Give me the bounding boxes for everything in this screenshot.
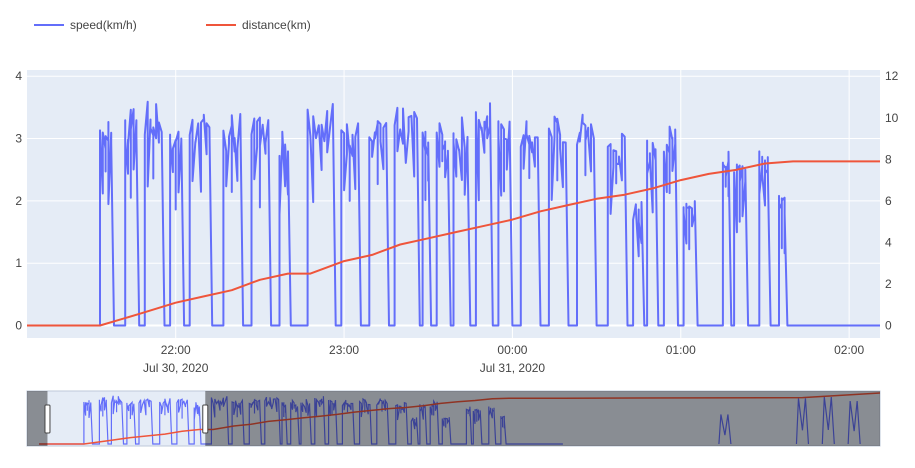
range-slider-mask-left	[27, 391, 48, 446]
y-right-tick-label: 6	[885, 194, 892, 208]
y-right-tick-label: 2	[885, 277, 892, 291]
y-left-tick-label: 2	[15, 194, 22, 208]
legend[interactable]: speed(km/h) distance(km)	[34, 18, 311, 32]
range-slider-speed-burst	[847, 400, 861, 445]
x-tick-sublabel: Jul 30, 2020	[143, 361, 209, 375]
range-slider-distance-line	[39, 392, 881, 445]
range-slider-handle-right[interactable]	[202, 404, 209, 434]
axis-ticks: 22:00 Jul 30, 2020 23:00 00:00 Jul 31, 2020 0…	[15, 69, 898, 375]
x-tick-label: 02:00	[834, 343, 864, 357]
x-tick-sublabel: Jul 31, 2020	[480, 361, 546, 375]
range-slider-speed-burst	[821, 396, 835, 445]
range-slider-speed-burst	[718, 414, 732, 445]
legend-label: speed(km/h)	[70, 18, 137, 32]
chart-marks	[27, 100, 880, 327]
y-right-tick-label: 8	[885, 152, 892, 166]
range-slider-handle-left[interactable]	[44, 404, 51, 434]
x-tick-label: 01:00	[666, 343, 696, 357]
y-left-tick-label: 3	[15, 132, 22, 146]
y-right-tick-label: 0	[885, 319, 892, 333]
x-tick-label: 22:00	[161, 343, 191, 357]
legend-item[interactable]: speed(km/h)	[34, 18, 137, 32]
series-line-speed	[27, 100, 880, 327]
y-right-tick-label: 12	[885, 69, 899, 83]
x-tick-label: 23:00	[329, 343, 359, 357]
y-right-tick-label: 10	[885, 111, 899, 125]
y-left-tick-label: 4	[15, 69, 22, 83]
legend-label: distance(km)	[242, 18, 311, 32]
range-slider[interactable]	[26, 390, 881, 447]
y-right-tick-label: 4	[885, 235, 892, 249]
range-slider-mask-right	[205, 391, 881, 446]
y-left-tick-label: 0	[15, 319, 22, 333]
range-slider-speed-line	[39, 395, 563, 445]
y-left-tick-label: 1	[15, 256, 22, 270]
range-slider-speed-burst	[795, 398, 810, 445]
series-line-distance	[27, 160, 880, 327]
x-tick-label: 00:00	[497, 343, 527, 357]
legend-item[interactable]: distance(km)	[206, 18, 311, 32]
